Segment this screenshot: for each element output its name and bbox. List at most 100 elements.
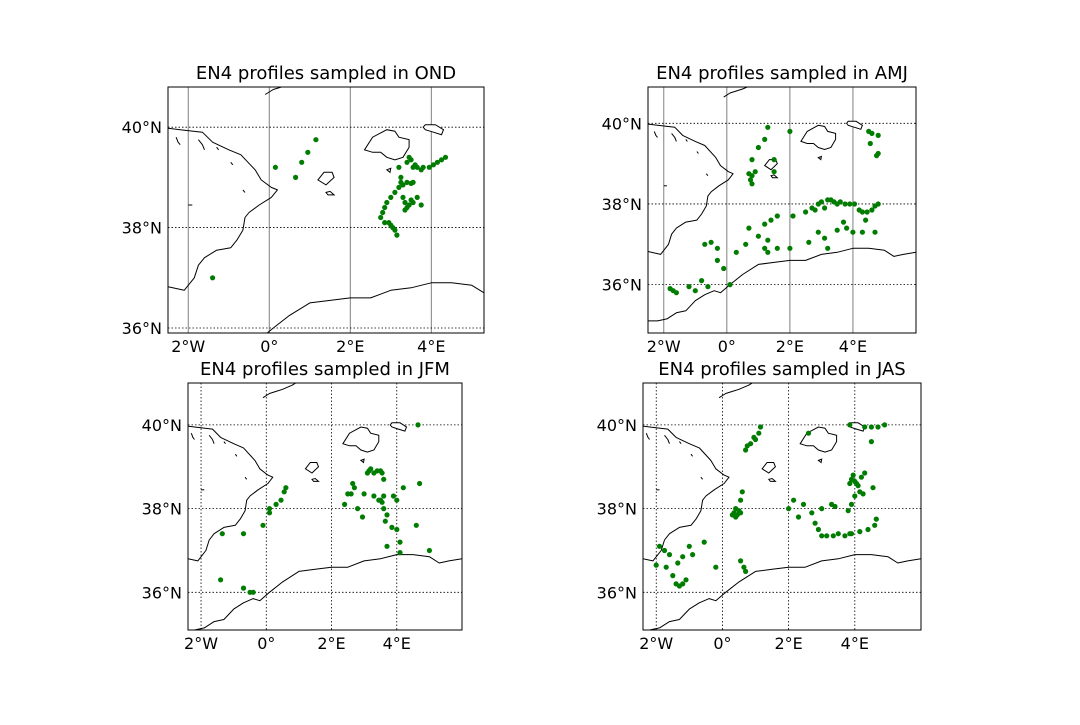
profile-point xyxy=(414,194,420,200)
profile-point xyxy=(348,491,354,497)
profile-point xyxy=(834,227,840,233)
profile-point xyxy=(394,497,400,503)
y-tick-label: 40°N xyxy=(597,416,637,435)
profile-point xyxy=(673,290,680,296)
profile-point xyxy=(430,162,436,168)
profile-point xyxy=(219,531,225,537)
profile-point xyxy=(702,241,708,247)
profile-point xyxy=(749,157,755,163)
coast-fragment xyxy=(685,139,688,142)
profile-point xyxy=(859,229,866,235)
coast-fragment xyxy=(244,476,248,480)
profile-point xyxy=(663,564,669,570)
profile-point xyxy=(738,510,744,516)
profile-point xyxy=(410,164,416,170)
profile-point xyxy=(848,501,855,507)
profile-point xyxy=(721,265,727,272)
profile-point xyxy=(381,506,387,512)
y-tick-label: 40°N xyxy=(122,118,162,137)
profile-point xyxy=(382,220,388,226)
profile-point xyxy=(713,564,719,570)
profile-point xyxy=(670,573,676,579)
profile-point xyxy=(388,194,394,200)
profile-point xyxy=(381,493,387,499)
x-tick-label: 2°W xyxy=(639,634,673,653)
profile-point xyxy=(762,136,768,142)
panel-title: EN4 profiles sampled in JAS xyxy=(658,359,905,380)
island-outline xyxy=(311,477,320,482)
profile-point xyxy=(418,202,424,208)
profile-point xyxy=(273,501,279,507)
profile-point xyxy=(442,154,449,160)
profile-point xyxy=(850,472,856,478)
profile-point xyxy=(746,171,752,177)
y-tick-label: 36°N xyxy=(142,583,182,602)
profile-point xyxy=(272,164,278,170)
island-outline xyxy=(359,458,365,464)
map-frame xyxy=(642,382,922,631)
x-tick-label: 2°E xyxy=(317,634,345,653)
profile-point xyxy=(675,560,681,566)
profile-point xyxy=(714,245,721,251)
profile-point xyxy=(656,543,663,549)
profile-point xyxy=(426,547,432,554)
profile-point xyxy=(666,552,673,558)
profile-point xyxy=(859,209,866,215)
island-outline xyxy=(770,174,779,179)
profile-point xyxy=(404,159,410,165)
coast-fragment xyxy=(671,133,677,142)
profile-point xyxy=(406,202,412,208)
profile-point xyxy=(755,144,762,151)
profile-point xyxy=(398,174,404,180)
profile-point xyxy=(371,493,377,499)
profile-point xyxy=(746,225,752,231)
profile-point xyxy=(847,201,853,207)
profile-point xyxy=(863,217,869,223)
profile-point xyxy=(690,552,696,558)
y-tick-label: 36°N xyxy=(602,276,642,295)
profile-point xyxy=(857,529,863,535)
profile-point xyxy=(818,199,825,205)
africa-coastline xyxy=(188,554,462,630)
profile-point xyxy=(701,539,707,545)
panel-title: EN4 profiles sampled in OND xyxy=(196,63,456,84)
profile-point xyxy=(852,493,858,499)
profile-point xyxy=(762,245,768,251)
profile-point xyxy=(819,506,825,512)
profile-points xyxy=(653,422,888,589)
x-tick-label: 2°W xyxy=(171,337,205,356)
map-panel-3: EN4 profiles sampled in JFM 2°W 0° 2°E 4°E 36… xyxy=(142,359,463,653)
coast-fragment xyxy=(230,161,234,166)
profile-point xyxy=(862,424,868,430)
profile-point xyxy=(806,239,812,245)
profile-point xyxy=(396,164,402,170)
x-tick-label: 0° xyxy=(257,634,275,653)
map-frame xyxy=(647,86,917,334)
island-outline xyxy=(761,462,776,474)
coast-fragment xyxy=(664,434,670,444)
profile-point xyxy=(278,497,284,503)
coastline-layer xyxy=(188,383,462,630)
profile-point xyxy=(872,229,878,235)
profile-point xyxy=(402,199,408,206)
coast-fragment xyxy=(705,173,709,177)
profile-point xyxy=(381,476,387,482)
profile-point xyxy=(355,506,361,512)
y-tick-label: 38°N xyxy=(597,500,637,519)
profile-point xyxy=(850,229,856,235)
profile-point xyxy=(862,470,868,476)
africa-coastline xyxy=(648,247,916,322)
map-frame xyxy=(187,382,463,631)
profile-point xyxy=(847,480,853,487)
profile-point xyxy=(714,257,721,263)
profile-point xyxy=(743,241,749,247)
island-outline xyxy=(422,124,445,136)
profile-point xyxy=(757,424,764,430)
profile-point xyxy=(692,288,698,294)
profile-point xyxy=(756,430,762,436)
profile-point xyxy=(733,506,739,512)
profile-point xyxy=(749,181,755,187)
y-tick-label: 36°N xyxy=(597,583,637,602)
profile-point xyxy=(379,499,385,505)
